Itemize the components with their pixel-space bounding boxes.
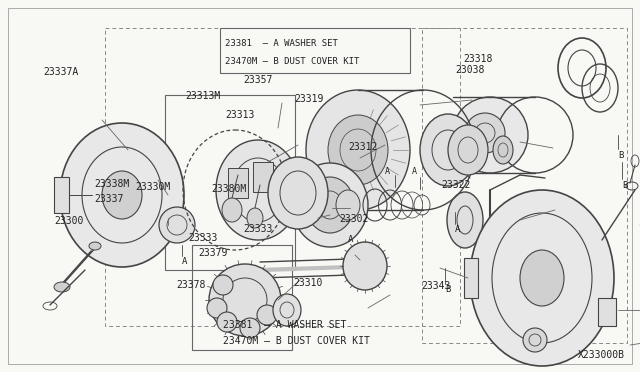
Text: 23312: 23312 [349,142,378,152]
Bar [464,258,478,298]
Text: 23313: 23313 [225,110,255,120]
Text: 23300: 23300 [54,217,84,226]
Ellipse shape [328,115,388,185]
Text: 23337: 23337 [95,194,124,204]
Ellipse shape [465,113,505,153]
Bar [228,168,248,198]
Text: 23319: 23319 [294,94,324,103]
Ellipse shape [447,192,483,248]
Text: 23313M: 23313M [186,91,221,101]
Text: 23380M: 23380M [211,184,246,194]
Text: B: B [622,180,627,189]
Ellipse shape [222,198,242,222]
Ellipse shape [523,328,547,352]
Bar [165,95,295,270]
Ellipse shape [89,242,101,250]
Ellipse shape [268,157,328,229]
Ellipse shape [520,250,564,306]
Text: 23333: 23333 [189,233,218,243]
Bar [598,298,616,326]
Text: 23337A: 23337A [44,67,79,77]
Text: 23338M: 23338M [95,179,130,189]
Ellipse shape [54,282,70,292]
Text: B: B [618,151,623,160]
Text: 23322: 23322 [442,180,471,190]
Ellipse shape [452,97,528,173]
Text: 23378: 23378 [176,280,205,289]
Ellipse shape [306,90,410,210]
Ellipse shape [448,125,488,175]
Ellipse shape [209,264,281,336]
Text: A: A [182,257,188,266]
Text: 23381  — A WASHER SET: 23381 — A WASHER SET [223,321,346,330]
Bar [105,28,460,326]
Ellipse shape [240,318,260,338]
Text: B: B [445,285,451,295]
Ellipse shape [273,294,301,326]
Ellipse shape [257,305,277,325]
Text: A: A [348,235,353,244]
Text: 23470M — B DUST COVER KIT: 23470M — B DUST COVER KIT [225,58,360,67]
Ellipse shape [247,208,263,228]
Text: 23470M — B DUST COVER KIT: 23470M — B DUST COVER KIT [223,337,369,346]
Ellipse shape [216,140,300,240]
Ellipse shape [336,190,360,220]
Text: 23302: 23302 [339,214,369,224]
Text: X233000B: X233000B [578,350,625,360]
Text: 23379: 23379 [198,248,228,258]
Text: A: A [412,167,417,176]
Text: 23381  — A WASHER SET: 23381 — A WASHER SET [225,39,338,48]
Ellipse shape [213,275,233,295]
Text: 23330M: 23330M [136,182,171,192]
Ellipse shape [343,242,387,290]
Text: 23343: 23343 [421,281,451,291]
Bar [253,162,273,192]
Ellipse shape [292,163,368,247]
Ellipse shape [60,123,184,267]
Text: A: A [385,167,390,176]
Text: 23357: 23357 [243,75,273,85]
Ellipse shape [159,207,195,243]
Ellipse shape [420,114,476,186]
Bar [54,177,69,213]
Ellipse shape [306,177,354,233]
Text: 23310: 23310 [293,279,323,288]
Text: A: A [455,225,460,234]
Text: 23333: 23333 [243,224,273,234]
Ellipse shape [217,312,237,332]
Bar [422,28,627,343]
Bar [192,245,292,350]
Text: 23038: 23038 [456,65,485,75]
Ellipse shape [207,298,227,318]
Ellipse shape [470,190,614,366]
Text: 23318: 23318 [463,54,493,64]
Ellipse shape [493,136,513,164]
Ellipse shape [102,171,142,219]
Bar [220,28,410,73]
